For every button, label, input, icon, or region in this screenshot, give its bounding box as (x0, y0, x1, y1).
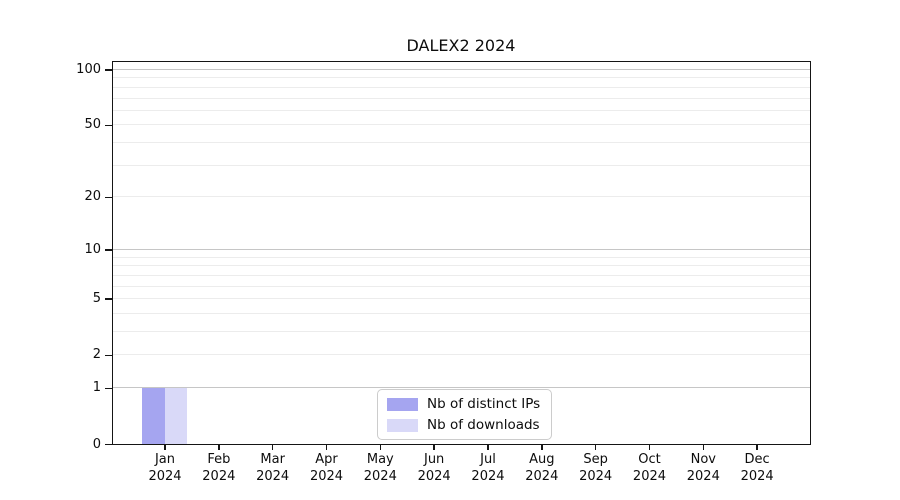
plot-area (112, 61, 811, 445)
gridline-minor (113, 196, 810, 198)
gridline-minor (113, 124, 810, 126)
y-tick-label: 5 (92, 291, 101, 307)
y-tick-label: 2 (92, 347, 101, 363)
x-tick (594, 445, 597, 450)
gridline-minor (113, 312, 810, 314)
x-tick-label: Jan 2024 (148, 452, 182, 484)
y-tick (105, 69, 112, 71)
x-tick (648, 445, 651, 450)
x-tick-label: Nov 2024 (686, 452, 720, 484)
legend-label-distinct-ips: Nb of distinct IPs (427, 396, 541, 412)
gridline-minor (113, 97, 810, 99)
x-tick (433, 445, 435, 450)
gridline-minor (113, 274, 810, 276)
y-tick-label: 20 (84, 189, 101, 205)
gridline-minor (113, 86, 810, 88)
x-tick (271, 445, 274, 450)
gridline-minor (113, 298, 810, 300)
gridline-minor (113, 331, 810, 332)
x-tick-label: Sep 2024 (579, 452, 613, 484)
legend-item-downloads: Nb of downloads (387, 416, 540, 434)
gridline-minor (113, 265, 810, 267)
x-tick-label: Dec 2024 (740, 452, 774, 484)
x-tick (487, 445, 489, 450)
gridline-minor (113, 109, 810, 111)
y-tick (105, 249, 112, 251)
gridline-major (113, 387, 810, 389)
legend-swatch-distinct-ips (387, 397, 418, 411)
y-tick-label: 50 (84, 117, 101, 133)
y-tick (105, 298, 112, 300)
x-tick-label: May 2024 (363, 452, 397, 484)
bar-distinct-ips-jan (142, 387, 165, 444)
y-tick-label: 10 (84, 241, 101, 257)
x-tick (325, 445, 328, 450)
legend-label-downloads: Nb of downloads (427, 417, 540, 433)
legend-item-distinct-ips: Nb of distinct IPs (387, 395, 540, 413)
x-tick (702, 445, 705, 450)
x-tick (218, 445, 220, 450)
x-tick (164, 445, 166, 450)
gridline-minor (113, 256, 810, 258)
x-tick-label: Jun 2024 (417, 452, 451, 484)
gridline-minor (113, 142, 810, 144)
gridline-minor (113, 285, 810, 287)
gridline-major (113, 248, 810, 250)
x-tick-label: Oct 2024 (632, 452, 667, 484)
y-tick (105, 443, 112, 446)
y-tick-label: 1 (92, 380, 101, 396)
x-tick-label: Apr 2024 (309, 452, 344, 484)
x-tick (756, 445, 758, 450)
bar-downloads-jan (164, 387, 187, 444)
gridline-major (113, 69, 810, 70)
y-tick (105, 387, 112, 389)
x-tick-label: Mar 2024 (256, 452, 290, 484)
x-tick-label: Feb 2024 (202, 452, 236, 484)
legend: Nb of distinct IPs Nb of downloads (377, 389, 553, 440)
x-tick-label: Aug 2024 (525, 452, 559, 484)
gridline-minor (113, 164, 810, 166)
x-tick-label: Jul 2024 (471, 452, 505, 484)
y-tick-label: 0 (92, 436, 101, 452)
legend-swatch-downloads (387, 418, 418, 432)
y-tick (105, 124, 112, 127)
x-tick (541, 445, 543, 450)
gridline-minor (113, 77, 810, 79)
gridline-minor (113, 354, 810, 356)
y-tick-label: 100 (76, 62, 101, 77)
x-tick (379, 445, 382, 450)
y-tick (105, 354, 112, 357)
chart-title: DALEX2 2024 (406, 36, 516, 55)
y-tick (105, 196, 112, 199)
